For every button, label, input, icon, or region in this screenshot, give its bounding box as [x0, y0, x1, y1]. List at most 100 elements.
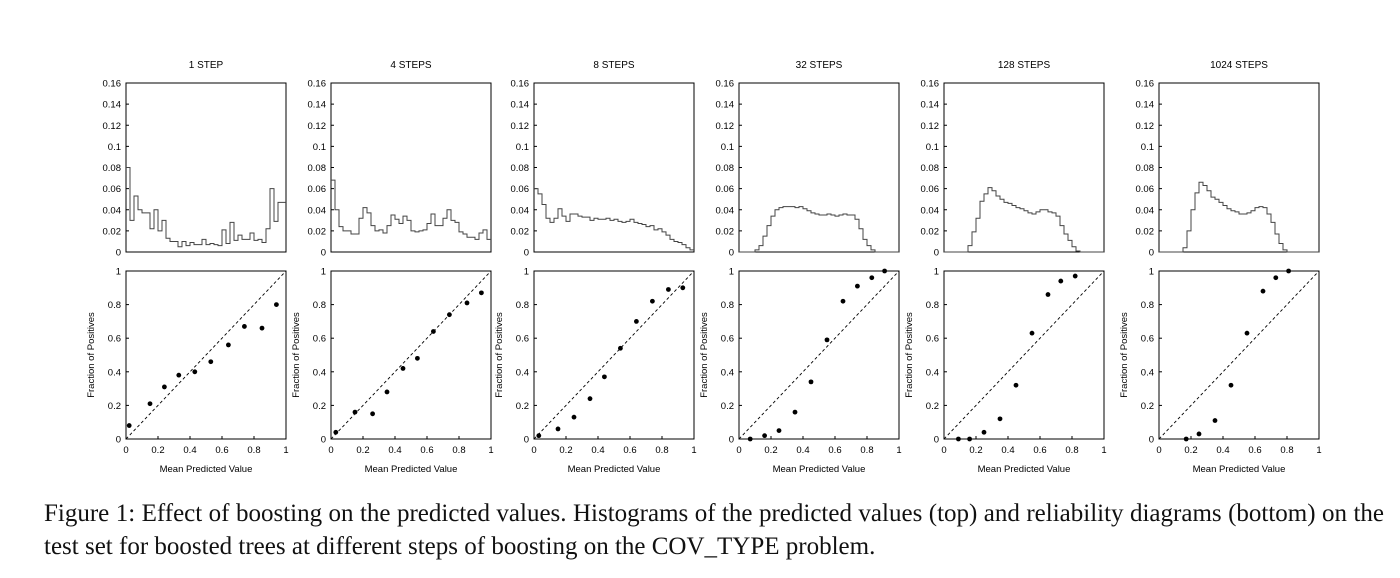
histogram-bar [190, 242, 194, 252]
y-tick-label: 0 [934, 435, 939, 446]
y-tick-label: 0.16 [921, 79, 940, 90]
histogram-bar [686, 248, 690, 252]
y-tick-label: 0.08 [511, 163, 530, 174]
histogram-bar [230, 222, 234, 252]
y-tick-label: 0.02 [716, 226, 735, 237]
x-tick-label: 1 [691, 445, 696, 456]
data-point [618, 345, 623, 351]
histogram-bar [1243, 214, 1247, 252]
histogram-bar [222, 230, 226, 252]
panel-title: 1 STEP [189, 60, 224, 71]
histogram-bar [823, 215, 827, 252]
y-tick-label: 0.02 [308, 226, 327, 237]
histogram-bar [170, 241, 174, 252]
x-tick-label: 0 [736, 445, 741, 456]
reliability-frame [533, 270, 695, 440]
histogram-bar [606, 218, 610, 252]
histogram-bar [851, 215, 855, 252]
data-point [176, 372, 182, 378]
y-tick-label: 0.02 [921, 226, 940, 237]
x-tick-label: 0.2 [356, 445, 369, 456]
histogram-bar [783, 207, 787, 252]
y-axis-label: Fraction of Positives [291, 312, 302, 398]
histogram-bar [431, 214, 435, 252]
histogram-bar [246, 239, 250, 252]
y-tick-label: 0.02 [103, 226, 122, 237]
data-point [967, 436, 972, 442]
data-point [1072, 273, 1078, 279]
histogram-bar [1227, 209, 1231, 252]
histogram-bar [226, 244, 230, 252]
data-point [1273, 275, 1279, 281]
y-tick-label: 0.2 [313, 401, 326, 412]
histogram-bar [479, 233, 483, 252]
histogram-bar [403, 216, 407, 252]
data-point [400, 366, 406, 371]
y-tick-label: 0 [934, 248, 939, 259]
histogram-bar [1040, 210, 1044, 252]
histogram-bar [1048, 212, 1052, 252]
histogram-bar [622, 222, 626, 252]
data-point [1183, 436, 1189, 442]
histogram-bar [435, 226, 439, 252]
data-point [242, 324, 247, 329]
data-point [274, 302, 279, 307]
histogram-bar [395, 219, 399, 252]
x-tick-label: 0.6 [1248, 445, 1261, 456]
data-point [259, 325, 265, 331]
histogram-bar [383, 233, 387, 252]
histogram-series [534, 188, 694, 251]
y-tick-label: 0.12 [308, 121, 327, 132]
histogram-series [1159, 181, 1319, 253]
data-point [1260, 288, 1266, 294]
x-tick-label: 1 [896, 445, 901, 456]
histogram-bar [1235, 212, 1239, 252]
histogram-bar [367, 213, 371, 252]
x-tick-label: 0.8 [452, 445, 465, 456]
y-tick-label: 0.8 [313, 300, 326, 311]
y-axis-label: Fraction of Positives [1119, 312, 1130, 398]
x-tick-label: 0.4 [183, 445, 196, 456]
y-tick-label: 0.6 [926, 334, 939, 345]
reliability-frame [330, 270, 492, 440]
histogram-bar [807, 211, 811, 252]
y-tick-label: 0.14 [716, 100, 735, 111]
histogram-series [126, 167, 286, 248]
histogram-bar [455, 222, 459, 252]
y-tick-label: 0 [524, 435, 529, 446]
histogram-bar [634, 222, 638, 252]
data-point [384, 389, 390, 395]
x-tick-label: 0.2 [151, 445, 164, 456]
y-tick-label: 0.6 [108, 334, 121, 345]
y-tick-label: 0 [1149, 435, 1154, 446]
histogram-bar [1215, 199, 1219, 252]
y-tick-label: 0.6 [721, 334, 734, 345]
x-tick-label: 0.6 [1033, 445, 1046, 456]
histogram-bar [594, 218, 598, 252]
histogram-bar [146, 213, 150, 252]
histogram-bar [638, 223, 642, 252]
histogram-bar [343, 231, 347, 252]
diagonal-reference-line [943, 270, 1105, 440]
y-axis-label: Fraction of Positives [699, 312, 710, 398]
y-tick-label: 0.14 [921, 100, 940, 111]
x-tick-label: 1 [488, 445, 493, 456]
histogram-bar [158, 231, 162, 252]
histogram-bar [262, 242, 266, 252]
y-axis-label: Fraction of Positives [494, 312, 505, 398]
reliability-frame [943, 270, 1105, 440]
data-point [680, 285, 686, 291]
histogram-bar [843, 214, 847, 252]
histogram-bar [1223, 206, 1227, 252]
data-point [997, 416, 1003, 422]
histogram-bar [234, 240, 238, 252]
data-point [824, 337, 830, 343]
histogram-bar [795, 208, 799, 252]
data-point [1244, 330, 1250, 336]
y-tick-label: 0.14 [1136, 100, 1155, 111]
y-tick-label: 0.04 [1136, 205, 1155, 216]
histogram-bar [467, 237, 471, 252]
histogram-bar [602, 219, 606, 252]
histogram-bar [972, 232, 976, 252]
histogram-bar [610, 220, 614, 252]
